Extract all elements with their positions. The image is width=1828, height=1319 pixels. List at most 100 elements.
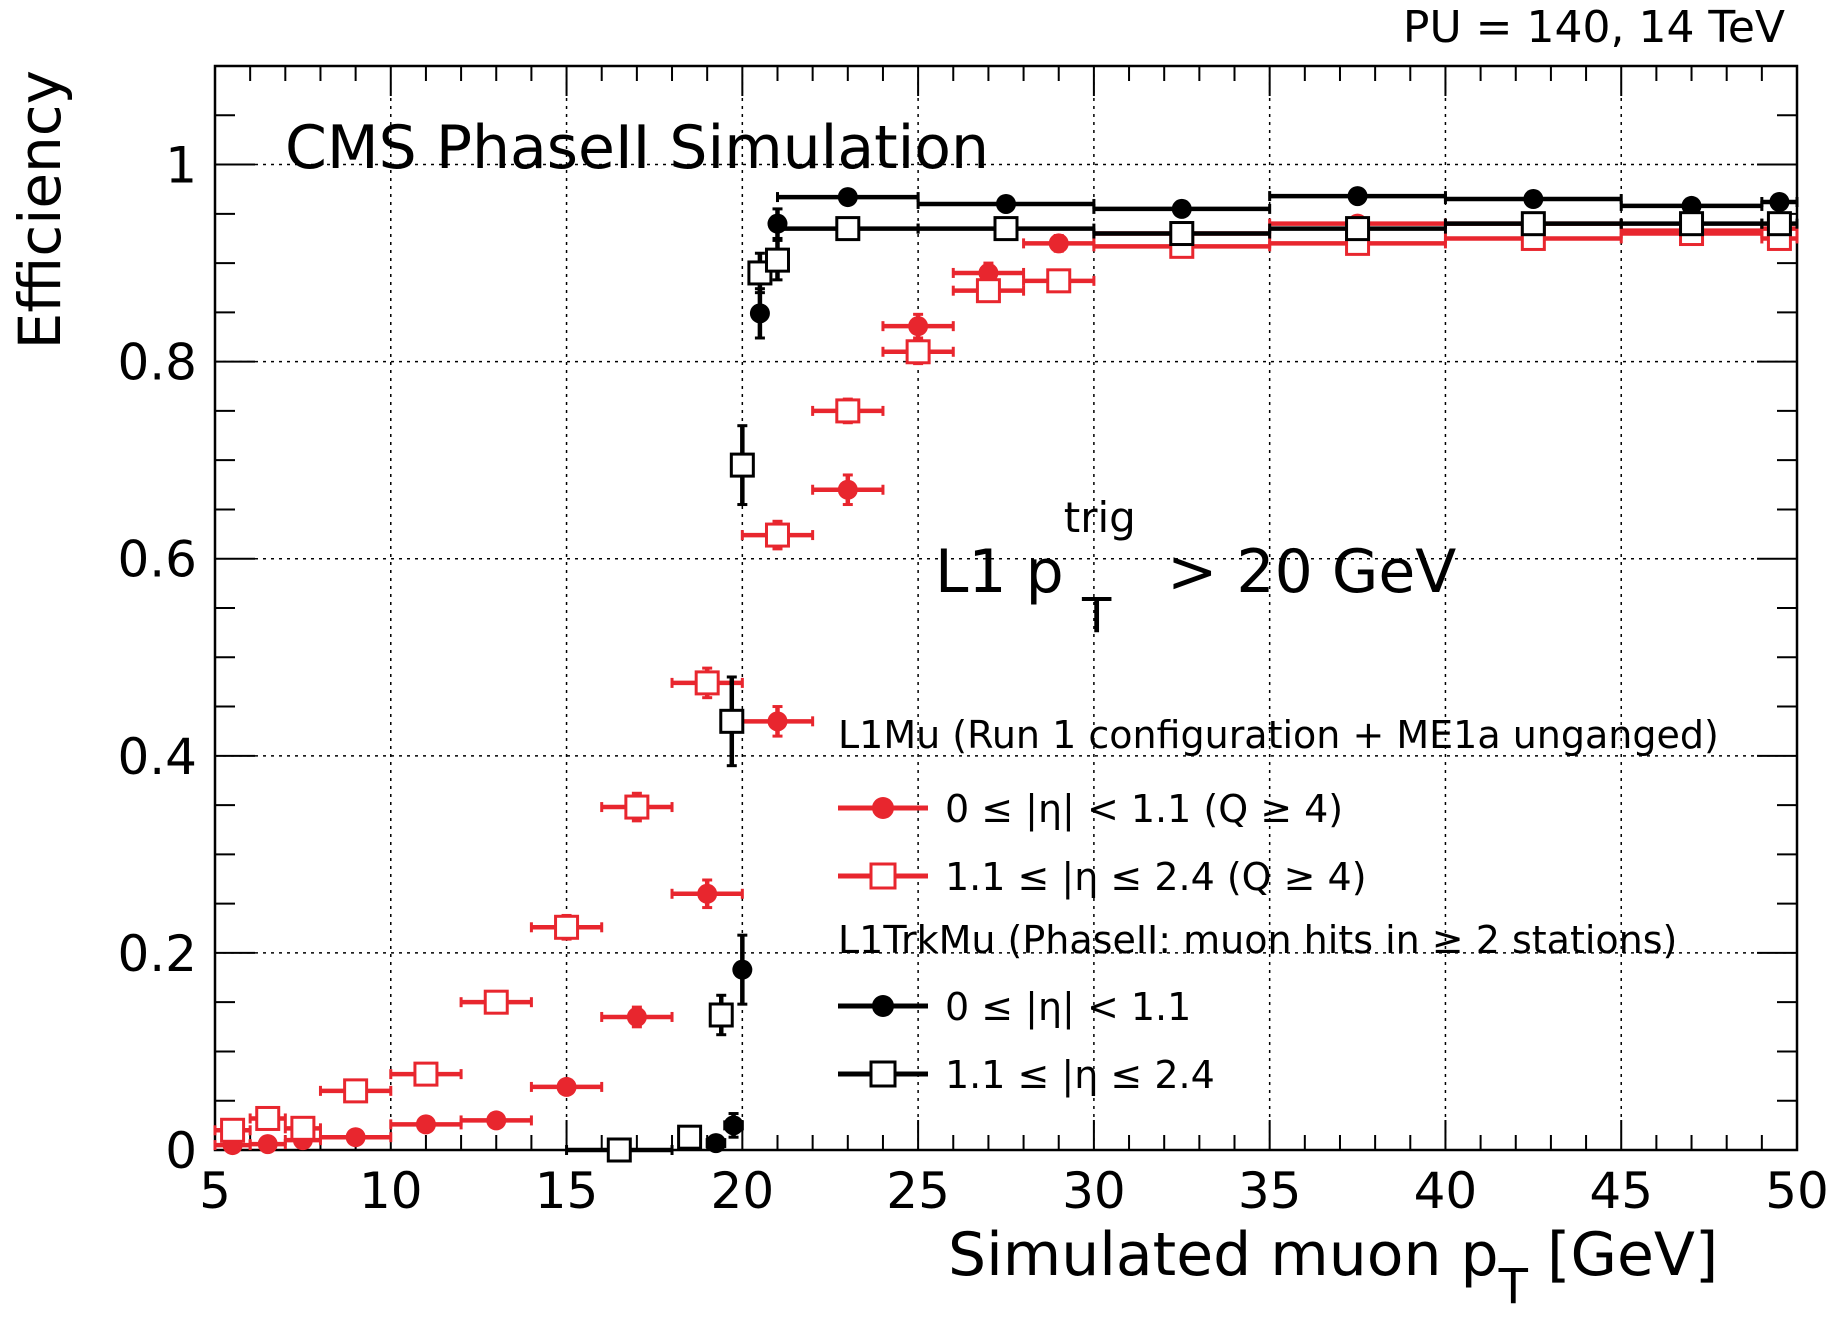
x-axis-label-sub: T (1498, 1259, 1529, 1315)
data-point-square (290, 1115, 316, 1141)
x-tick-label: 40 (1414, 1162, 1478, 1220)
legend-marker-black-circle (872, 995, 894, 1017)
y-tick-label: 0.8 (117, 334, 197, 392)
data-point-square (554, 914, 580, 940)
x-tick-label: 50 (1765, 1162, 1828, 1220)
data-point-circle (257, 1134, 278, 1155)
data-point-circle (1347, 186, 1368, 207)
data-point-circle (415, 1114, 436, 1135)
axis-ticks (214, 65, 1798, 1151)
annotation-main: L1 p (935, 537, 1064, 607)
data-point-square (624, 794, 650, 820)
data-point-circle (767, 711, 788, 732)
data-point-circle (1171, 198, 1192, 219)
data-point-circle (732, 959, 753, 980)
data-point-square (483, 989, 509, 1015)
data-point-square (764, 522, 790, 548)
y-tick-label: 0.2 (117, 925, 197, 983)
chart-title: CMS PhaseII Simulation (285, 113, 989, 183)
legend-marker-black-square (869, 1060, 897, 1088)
data-point-circle (749, 303, 770, 324)
data-point-square (1345, 216, 1371, 242)
x-tick-label: 45 (1589, 1162, 1653, 1220)
annotation-subscript: T (1081, 588, 1112, 644)
legend-entry-3: 0 ≤ |η| < 1.1 (838, 985, 1191, 1030)
data-point-square (343, 1078, 369, 1104)
y-tick-label: 0 (165, 1122, 197, 1180)
x-tick-label: 30 (1062, 1162, 1126, 1220)
x-tick-label: 25 (886, 1162, 950, 1220)
data-point-circle (486, 1110, 507, 1131)
data-point-circle (837, 479, 858, 500)
legend-entry-1: 0 ≤ |η| < 1.1 (Q ≥ 4) (838, 787, 1343, 832)
legend-label-3: 0 ≤ |η| < 1.1 (945, 985, 1191, 1030)
legend-header-l1trkmu: L1TrkMu (PhaseII: muon hits in ≥ 2 stati… (838, 918, 1677, 962)
data-point-circle (705, 1133, 726, 1154)
data-point-square (764, 247, 790, 273)
data-point-square (905, 339, 931, 365)
data-point-square (606, 1137, 632, 1163)
data-point-square (993, 216, 1019, 242)
data-point-circle (1681, 195, 1702, 216)
data-point-square (1766, 211, 1792, 237)
x-tick-label: 20 (711, 1162, 775, 1220)
series-4 (606, 211, 1799, 1163)
data-point-circle (978, 262, 999, 283)
legend-entry-4: 1.1 ≤ |η ≤ 2.4 (838, 1053, 1215, 1098)
data-point-square (835, 398, 861, 424)
data-point-circle (996, 193, 1016, 214)
annotation-rest: > 20 GeV (1148, 537, 1456, 607)
data-points (213, 186, 1799, 1163)
data-point-circle (556, 1076, 577, 1097)
x-tick-label: 35 (1238, 1162, 1302, 1220)
data-point-square (1169, 221, 1195, 247)
series-2 (213, 221, 1799, 1143)
top-right-label: PU = 140, 14 TeV (1403, 2, 1785, 53)
data-point-square (694, 670, 720, 696)
x-tick-label: 15 (535, 1162, 599, 1220)
data-point-square (1679, 211, 1705, 237)
y-tick-label: 1 (165, 137, 197, 195)
data-point-circle (837, 187, 858, 208)
legend-header-l1mu: L1Mu (Run 1 configuration + ME1a ungange… (838, 713, 1719, 757)
data-point-square (413, 1061, 439, 1087)
data-point-square (220, 1117, 246, 1143)
legend-label-4: 1.1 ≤ |η ≤ 2.4 (945, 1053, 1215, 1098)
series-3 (565, 186, 1799, 1160)
legend-label-1: 0 ≤ |η| < 1.1 (Q ≥ 4) (945, 787, 1343, 832)
data-point-circle (1048, 233, 1069, 254)
data-point-square (255, 1105, 281, 1131)
threshold-annotation: L1 ptrig T > 20 GeV (935, 493, 1456, 644)
annotation-superscript: trig (1064, 493, 1136, 542)
y-axis-label: Efficiency (6, 70, 74, 349)
legend-marker-red-circle (872, 797, 894, 819)
x-axis-label: Simulated muon pT [GeV] (948, 1220, 1718, 1315)
data-point-circle (697, 883, 718, 904)
data-point-square (1520, 211, 1546, 237)
data-point-circle (1769, 191, 1790, 212)
legend-entry-2: 1.1 ≤ |η ≤ 2.4 (Q ≥ 4) (838, 855, 1367, 900)
data-point-circle (1523, 189, 1544, 210)
data-point-square (1046, 268, 1072, 294)
data-point-square (729, 452, 755, 478)
data-point-circle (723, 1115, 744, 1136)
y-tick-label: 0.6 (117, 531, 197, 589)
legend-marker-red-square (869, 862, 897, 890)
y-tick-label: 0.4 (117, 728, 197, 786)
data-point-square (677, 1124, 703, 1150)
x-axis-label-main: Simulated muon p (948, 1220, 1499, 1290)
data-point-square (835, 216, 861, 242)
data-point-circle (626, 1006, 647, 1027)
legend: L1Mu (Run 1 configuration + ME1a ungange… (838, 713, 1719, 1098)
x-axis-label-unit: [GeV] (1528, 1220, 1718, 1290)
axis-tick-labels: 5 10 15 20 25 30 35 40 45 50 0 0.2 0.4 0.6 0.8 1 (117, 137, 1828, 1220)
x-tick-label: 10 (359, 1162, 423, 1220)
data-point-square (975, 278, 1001, 304)
legend-label-2: 1.1 ≤ |η ≤ 2.4 (Q ≥ 4) (945, 855, 1367, 900)
x-tick-label: 5 (199, 1162, 231, 1220)
data-point-circle (345, 1127, 366, 1148)
data-point-square (719, 708, 745, 734)
data-point-square (708, 1002, 734, 1028)
data-point-circle (908, 316, 929, 337)
